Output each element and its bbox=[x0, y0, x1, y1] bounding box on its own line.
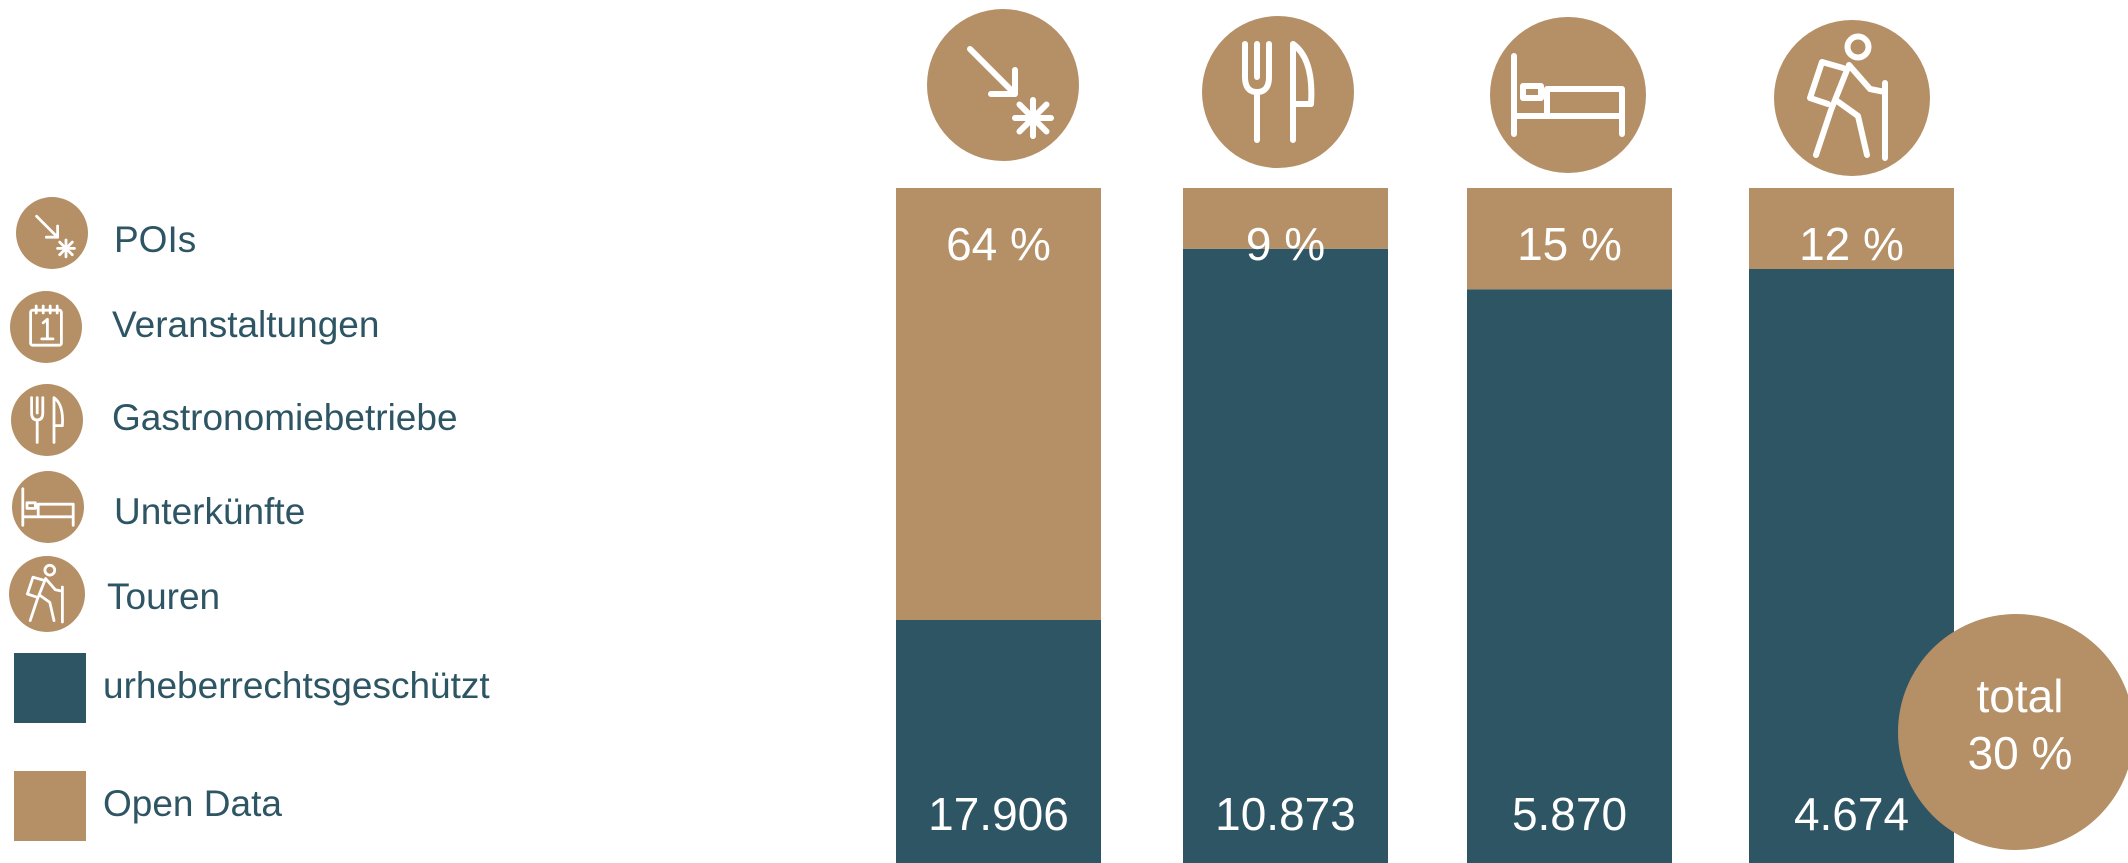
legend-icon bbox=[11, 384, 83, 456]
legend-label: Gastronomiebetriebe bbox=[112, 397, 458, 438]
bar-segment bbox=[896, 188, 1101, 620]
bar-segment bbox=[1467, 289, 1672, 863]
total-badge bbox=[1898, 614, 2128, 850]
legend-label: Veranstaltungen bbox=[112, 304, 379, 345]
bar-segment bbox=[1183, 248, 1388, 863]
bar-segment bbox=[1467, 188, 1672, 290]
value-label: 15 % bbox=[1517, 218, 1622, 270]
bar-segment bbox=[1183, 188, 1388, 249]
count-label: 10.873 bbox=[1215, 788, 1356, 840]
legend-swatch bbox=[14, 653, 86, 723]
total-value: 30 % bbox=[1968, 727, 2073, 779]
count-label: 17.906 bbox=[928, 788, 1069, 840]
bar-icon bbox=[1490, 17, 1646, 173]
count-label: 5.870 bbox=[1512, 788, 1627, 840]
legend-icon bbox=[10, 291, 82, 363]
value-label: 9 % bbox=[1246, 218, 1325, 270]
value-label: 64 % bbox=[946, 218, 1051, 270]
legend-icon bbox=[16, 197, 88, 269]
total-label: total bbox=[1977, 670, 2064, 722]
bar-icon bbox=[1774, 20, 1930, 176]
count-label: 4.674 bbox=[1794, 788, 1909, 840]
legend-swatch bbox=[14, 771, 86, 841]
bar-icon bbox=[1202, 16, 1354, 168]
legend-label: urheberrechtsgeschützt bbox=[103, 665, 490, 706]
legend-label: POIs bbox=[114, 219, 196, 260]
legend-label: Touren bbox=[107, 576, 220, 617]
bar-icon bbox=[927, 9, 1079, 161]
legend-icon bbox=[9, 556, 85, 632]
legend-label: Unterkünfte bbox=[114, 491, 305, 532]
legend-label: Open Data bbox=[103, 783, 282, 824]
legend-icon bbox=[12, 471, 84, 543]
bar-segment bbox=[1749, 188, 1954, 269]
bar-segment bbox=[896, 620, 1101, 863]
value-label: 12 % bbox=[1799, 218, 1904, 270]
